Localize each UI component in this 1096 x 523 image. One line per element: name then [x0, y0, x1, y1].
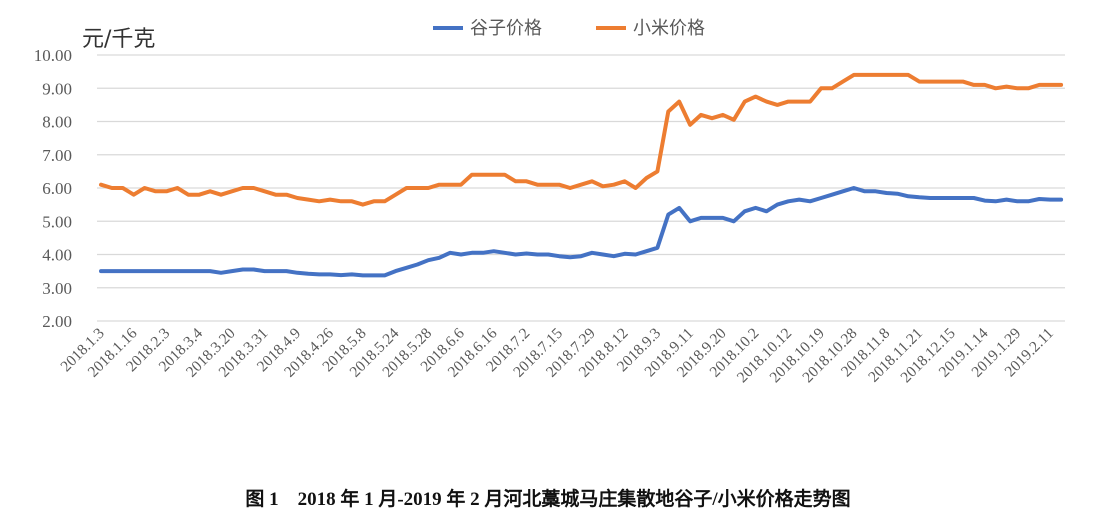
- y-tick-label: 6.00: [42, 179, 72, 198]
- y-tick-label: 8.00: [42, 113, 72, 132]
- y-tick-label: 5.00: [42, 212, 72, 231]
- y-axis-unit-label: 元/千克: [82, 27, 155, 52]
- y-tick-label: 3.00: [42, 279, 72, 298]
- legend-label-millet-grain: 谷子价格: [470, 18, 542, 39]
- figure-caption: 图 1 2018 年 1 月-2019 年 2 月河北藁城马庄集散地谷子/小米价…: [245, 487, 850, 510]
- x-axis-ticks: 2018.1.32018.1.162018.2.32018.3.42018.3.…: [57, 325, 1057, 387]
- series-line-0: [99, 186, 1064, 278]
- legend: 谷子价格 小米价格: [433, 18, 705, 39]
- y-axis-ticks: 2.00 3.00 4.00 5.00 6.00 7.00 8.00 9.00 10.00: [34, 46, 72, 331]
- y-tick-label: 2.00: [42, 312, 72, 331]
- y-tick-label: 10.00: [34, 46, 72, 65]
- legend-label-millet: 小米价格: [633, 18, 705, 39]
- y-tick-label: 4.00: [42, 246, 72, 265]
- y-tick-label: 7.00: [42, 146, 72, 165]
- series-line-1: [99, 72, 1064, 207]
- y-tick-label: 9.00: [42, 79, 72, 98]
- series-lines: [99, 72, 1064, 278]
